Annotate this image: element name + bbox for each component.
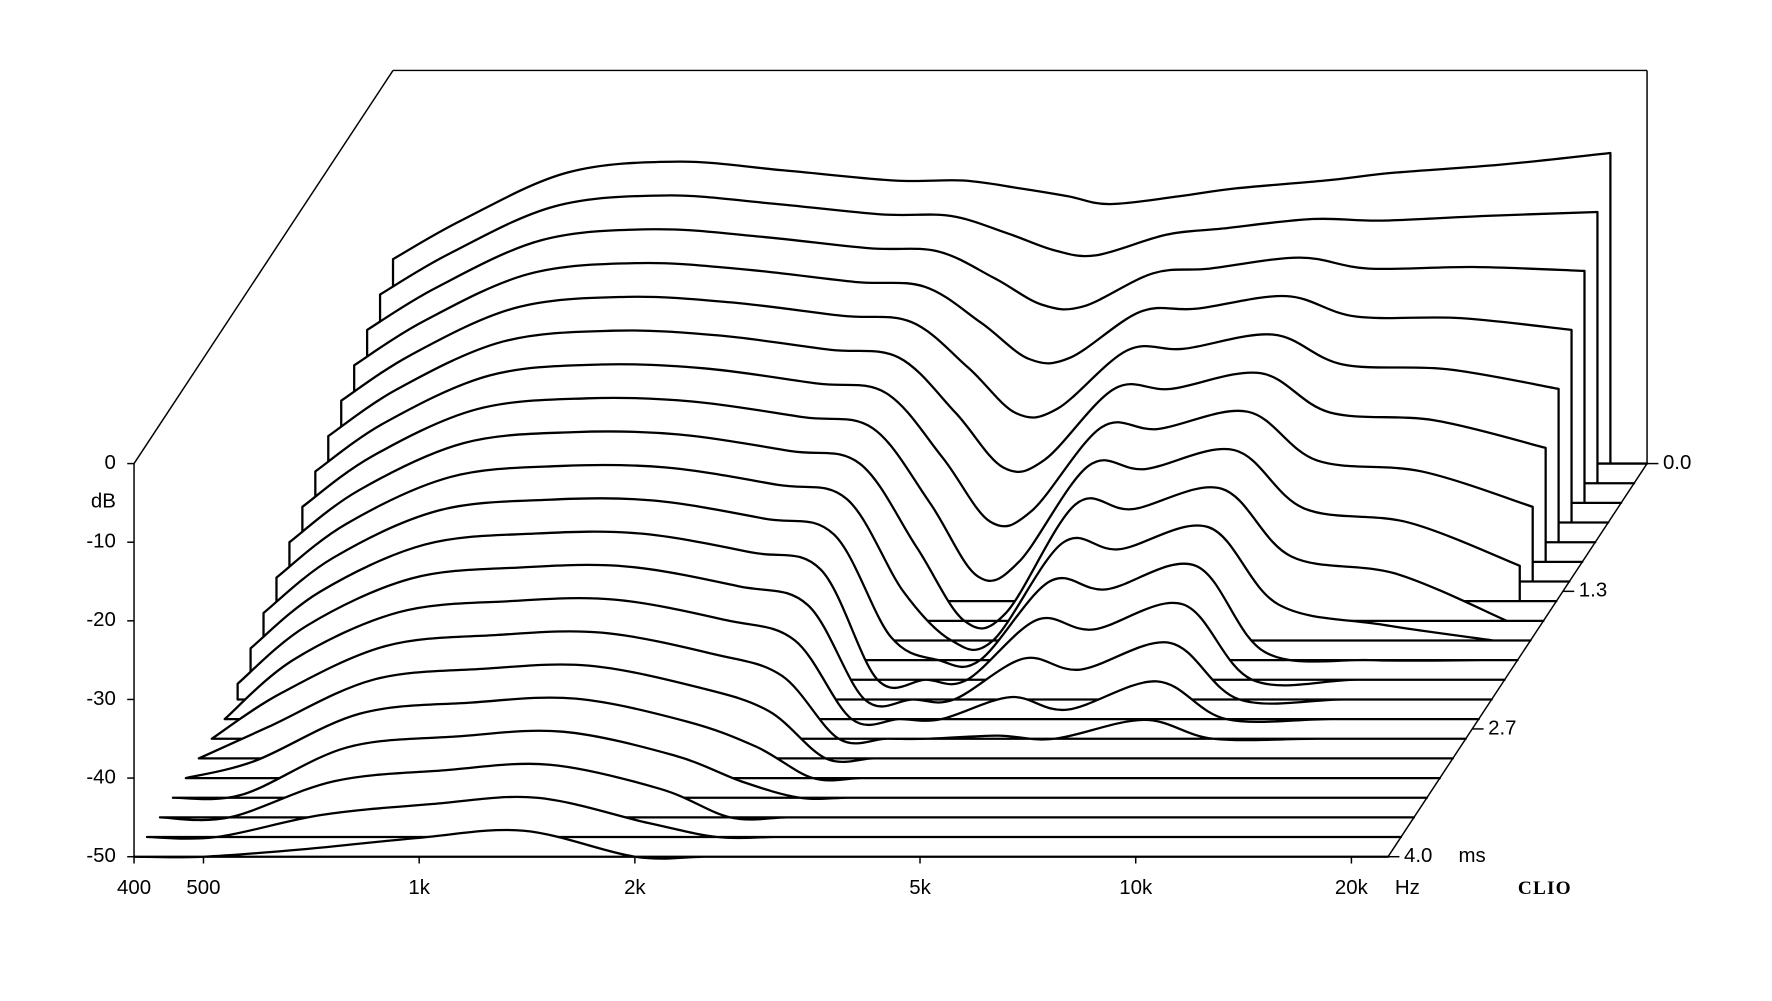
- y-tick-label: 0: [104, 451, 115, 474]
- x-tick-label: 2k: [624, 876, 646, 899]
- decay-slice: [145, 795, 1403, 840]
- axis-frame: [1387, 463, 1648, 858]
- x-tick-label: 10k: [1119, 876, 1153, 899]
- slices: [132, 151, 1649, 860]
- brand-logo: CLIO: [1518, 878, 1572, 899]
- x-tick-label: 5k: [909, 876, 931, 899]
- x-tick-label: 1k: [408, 876, 430, 899]
- x-tick-label: 400: [117, 876, 151, 899]
- z-axis-unit: ms: [1458, 844, 1485, 867]
- y-tick-label: -30: [86, 687, 116, 710]
- axis-frame: [133, 70, 394, 464]
- x-axis-unit: Hz: [1395, 876, 1420, 899]
- z-tick-label: 0.0: [1663, 451, 1691, 474]
- axes: 400 500 1k 2k 5k 10k 20k Hz 0 -10 -20 -30 -40 -50 dB 0.…: [86, 69, 1691, 899]
- x-tick-label: 20k: [1335, 876, 1369, 899]
- x-tick-label: 500: [186, 876, 220, 899]
- z-tick-label: 2.7: [1488, 716, 1516, 739]
- y-axis-unit: dB: [91, 490, 116, 513]
- y-tick-label: -40: [86, 765, 116, 788]
- y-tick-label: -20: [86, 608, 116, 631]
- z-tick-label: 1.3: [1579, 579, 1607, 602]
- y-tick-label: -10: [86, 530, 116, 553]
- y-tick-label: -50: [86, 844, 116, 867]
- z-tick-label: 4.0: [1404, 844, 1432, 867]
